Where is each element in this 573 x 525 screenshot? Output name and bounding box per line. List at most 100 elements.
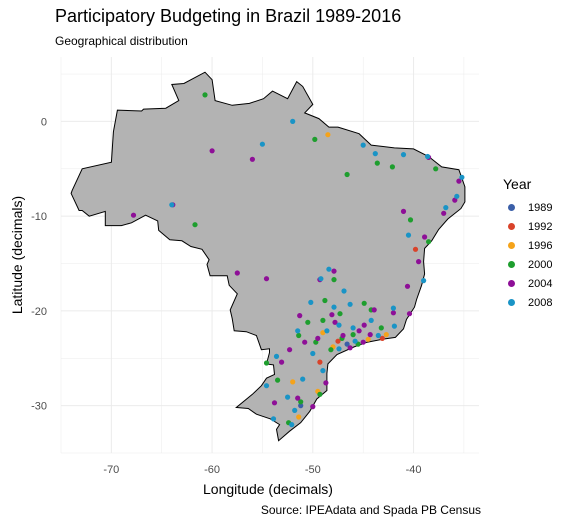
data-point-2000 [305,319,311,325]
data-point-2008 [459,174,465,180]
chart-caption: Source: IPEAdata and Spada PB Census [260,503,481,517]
data-point-2008 [400,152,407,158]
data-point-1992 [335,338,341,344]
data-point-1989 [344,341,350,347]
data-point-2008 [300,376,306,382]
y-tick-label: -10 [31,211,47,223]
data-point-2008 [259,141,265,147]
legend-label-2000: 2000 [528,258,553,271]
data-point-2008 [324,328,330,334]
data-point-2004 [367,332,373,338]
data-point-2004 [287,347,293,353]
data-point-2000 [433,166,439,172]
y-tick-label: -20 [31,306,47,318]
y-axis-label: Latitude (decimals) [9,196,25,314]
data-point-2000 [328,347,334,353]
data-point-2008 [360,142,366,148]
legend-label-2004: 2004 [528,277,553,290]
data-point-1996 [290,379,296,385]
legend-item-2000: 2000 [503,255,552,274]
data-point-2008 [454,193,460,199]
data-point-2004 [390,310,396,316]
data-point-2008 [336,346,342,352]
data-point-2004 [263,276,270,282]
data-point-2000 [426,239,432,245]
data-point-2004 [315,335,321,341]
data-point-2008 [270,416,277,422]
legend-key-1992 [508,223,515,230]
data-point-2008 [320,368,326,374]
legend-item-1989: 1989 [503,198,552,217]
data-point-2004 [406,311,413,317]
data-point-2004 [234,270,240,276]
data-point-2008 [273,353,280,359]
legend-item-1996: 1996 [503,236,552,255]
legend-key-1996 [508,242,515,249]
data-point-2008 [290,118,296,124]
x-tick-label: -70 [103,464,119,476]
brazil-map-shape [70,71,466,442]
data-point-2000 [263,360,270,366]
data-point-2000 [374,160,380,166]
data-point-1992 [317,359,323,365]
data-point-2000 [312,136,318,142]
data-point-2004 [310,404,316,410]
data-point-2008 [292,407,298,413]
data-point-2004 [340,332,346,339]
y-axis-ticks: 0 -10 -20 -30 [31,116,47,412]
data-point-2008 [285,394,291,400]
data-point-1996 [365,336,371,342]
data-point-2004 [331,268,337,274]
y-tick-label: 0 [41,116,47,128]
data-point-2004 [441,210,447,216]
data-point-2008 [372,151,378,157]
data-points [130,92,465,428]
chart-title: Participatory Budgeting in Brazil 1989-2… [55,6,402,26]
data-point-2004 [332,319,338,325]
legend-key-2004 [508,280,515,287]
data-point-2000 [322,297,328,304]
data-point-2000 [331,277,337,283]
legend-key-1989 [508,204,515,211]
data-point-2008 [169,202,175,208]
data-point-2008 [310,350,316,357]
data-point-2008 [425,153,431,160]
data-point-1996 [383,332,389,338]
x-tick-label: -40 [406,464,422,476]
data-point-1989 [298,403,304,409]
data-point-2004 [361,322,367,328]
data-point-2000 [337,311,343,317]
data-point-2004 [279,359,285,365]
legend: Year 1989 1992 1996 2000 2004 2008 [503,176,552,312]
data-point-2004 [130,212,137,218]
data-point-2000 [320,317,326,323]
data-point-2004 [329,312,335,318]
data-point-2008 [347,301,353,307]
data-point-2008 [336,322,342,328]
data-point-2008 [263,383,270,389]
data-point-2004 [297,313,303,319]
data-point-2008 [350,325,356,331]
data-point-2000 [296,332,302,339]
legend-label-1989: 1989 [528,201,553,214]
data-point-2000 [344,171,350,178]
data-point-2004 [416,259,422,265]
data-point-2004 [422,234,428,240]
legend-key-2008 [508,299,515,306]
data-point-2000 [202,92,208,98]
legend-label-2008: 2008 [528,296,553,309]
data-point-2008 [331,304,337,310]
data-point-2004 [400,208,407,214]
data-point-2000 [389,164,395,170]
data-point-2008 [341,288,347,294]
data-point-2000 [317,391,323,397]
data-point-1996 [325,132,331,138]
legend-label-1996: 1996 [528,239,553,252]
data-point-1992 [379,335,385,341]
data-point-1996 [296,414,302,420]
data-point-2008 [318,276,324,282]
data-point-2004 [249,156,255,162]
data-point-2000 [298,399,304,405]
data-point-2004 [371,307,377,313]
